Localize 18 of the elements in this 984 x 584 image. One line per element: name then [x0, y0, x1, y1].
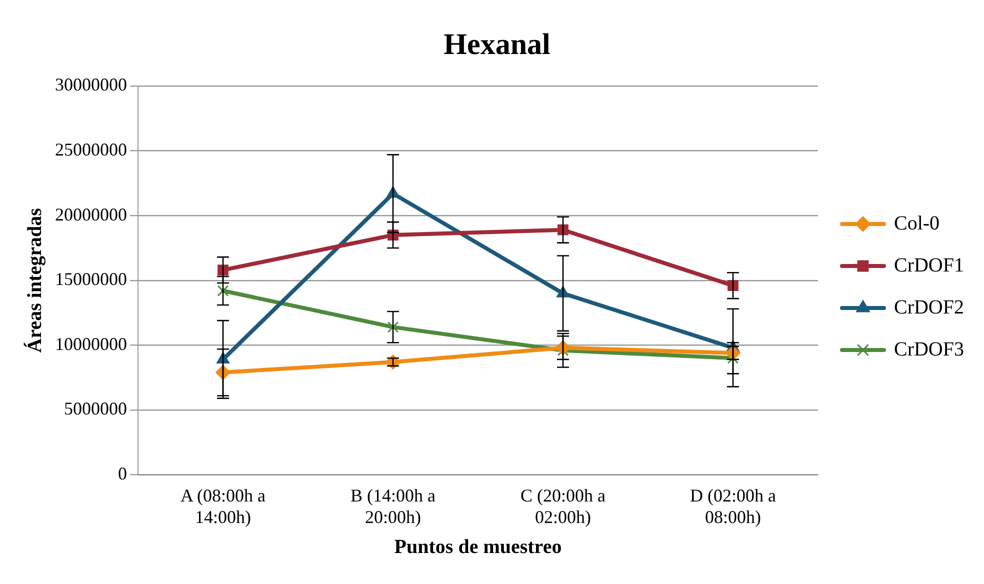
legend-label: CrDOF3 [894, 338, 964, 360]
x-tick-label: D (02:00h a 08:00h) [690, 485, 776, 527]
legend-label: Col-0 [894, 212, 940, 234]
y-tick-label: 10000000 [55, 334, 127, 354]
x-axis-title: Puntos de muestreo [394, 536, 562, 558]
y-tick-label: 5000000 [64, 398, 127, 419]
x-tick-label: C (20:00h a 02:00h) [520, 485, 606, 527]
legend-label: CrDOF2 [894, 296, 964, 318]
y-tick-label: 30000000 [55, 74, 127, 95]
chart-title: Hexanal [444, 28, 550, 61]
legend-label: CrDOF1 [894, 254, 964, 276]
y-tick-label: 0 [118, 464, 127, 484]
y-axis-title: Áreas integradas [23, 208, 46, 353]
y-tick-label: 15000000 [55, 269, 127, 290]
y-tick-label: 25000000 [55, 140, 127, 160]
y-tick-label: 20000000 [55, 204, 127, 224]
x-tick-label: B (14:00h a 20:00h) [350, 485, 436, 527]
x-tick-label: A (08:00h a 14:00h) [180, 485, 266, 527]
